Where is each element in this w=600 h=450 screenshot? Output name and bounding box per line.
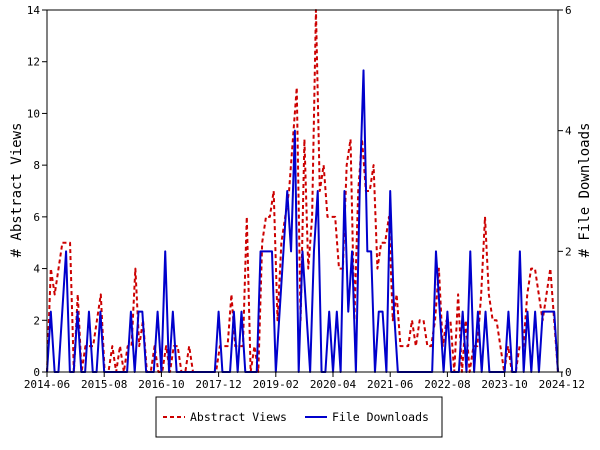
legend-label-abstract-views: Abstract Views — [190, 410, 287, 424]
axes-layer: 0 2 4 6 8 10 12 14 0 2 4 6 2014-06 2015-08 2016-10 2017… — [24, 4, 585, 391]
y-tick-label-left: 10 — [27, 107, 40, 120]
y-tick-label-left: 2 — [33, 314, 40, 327]
x-tick-label: 2014-06 — [24, 378, 70, 391]
plot-border — [46, 9, 559, 373]
x-tick-label: 2020-04 — [310, 378, 357, 391]
legend: Abstract Views File Downloads — [155, 396, 443, 438]
y-tick-label-right: 6 — [565, 4, 572, 17]
series-line-file-downloads — [46, 69, 559, 373]
y-tick-label-left: 6 — [33, 211, 40, 224]
y-tick-label-right: 4 — [565, 125, 572, 138]
y-axis-title-left: # Abstract Views — [9, 123, 25, 258]
x-tick-label: 2021-06 — [367, 378, 413, 391]
y-axis-title-right: # File Downloads — [577, 123, 593, 258]
x-tick-label: 2024-12 — [539, 378, 585, 391]
x-tick-label: 2017-12 — [195, 378, 241, 391]
y-tick-label-right: 0 — [565, 366, 572, 379]
legend-label-file-downloads: File Downloads — [332, 410, 429, 424]
x-tick-label: 2015-08 — [81, 378, 127, 391]
series-layer — [46, 9, 559, 373]
x-tick-label: 2022-08 — [424, 378, 470, 391]
y-tick-label-left: 0 — [33, 366, 40, 379]
y-tick-label-right: 2 — [565, 245, 572, 258]
x-tick-label: 2019-02 — [253, 378, 299, 391]
x-tick-label: 2023-10 — [481, 378, 527, 391]
y-tick-label-left: 14 — [27, 4, 41, 17]
y-tick-label-left: 4 — [33, 263, 40, 276]
legend-box — [155, 396, 443, 438]
x-tick-label: 2016-10 — [138, 378, 184, 391]
y-tick-label-left: 8 — [33, 159, 40, 172]
y-tick-label-left: 12 — [27, 56, 40, 69]
